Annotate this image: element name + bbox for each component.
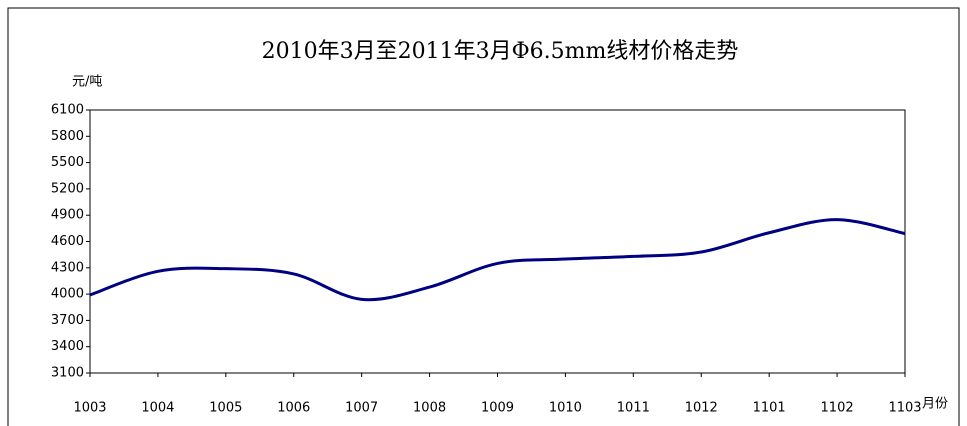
x-tick-label: 1003: [73, 401, 106, 416]
x-tick-label: 1006: [277, 401, 310, 416]
y-tick-label: 4000: [51, 287, 84, 302]
x-tick-label: 1007: [345, 401, 378, 416]
chart-title: 2010年3月至2011年3月Φ6.5mm线材价格走势: [262, 39, 739, 64]
y-axis-label: 元/吨: [72, 75, 102, 90]
y-tick-label: 5200: [51, 181, 84, 196]
x-tick-label: 1012: [685, 401, 718, 416]
y-tick-label: 4600: [51, 234, 84, 249]
y-tick-label: 4300: [51, 260, 84, 275]
x-tick-label: 1005: [209, 401, 242, 416]
x-tick-label: 1101: [753, 401, 786, 416]
y-tick-label: 5800: [51, 129, 84, 144]
y-tick-label: 5500: [51, 155, 84, 170]
y-tick-label: 6100: [51, 103, 84, 118]
y-tick-label: 4900: [51, 208, 84, 223]
x-tick-label: 1004: [141, 401, 174, 416]
frame: [7, 7, 960, 426]
x-tick-label: 1102: [821, 401, 854, 416]
plot-area: [89, 109, 906, 374]
line-series: [89, 218, 906, 302]
x-tick-label: 1008: [413, 401, 446, 416]
x-axis-label: 月份: [922, 397, 948, 412]
x-tick-label: 1010: [549, 401, 582, 416]
x-tick-label: 1011: [617, 401, 650, 416]
x-tick-label: 1103: [888, 401, 921, 416]
x-tick-label: 1009: [481, 401, 514, 416]
y-tick-label: 3400: [51, 339, 84, 354]
y-tick-label: 3700: [51, 313, 84, 328]
y-tick-label: 3100: [51, 366, 84, 381]
